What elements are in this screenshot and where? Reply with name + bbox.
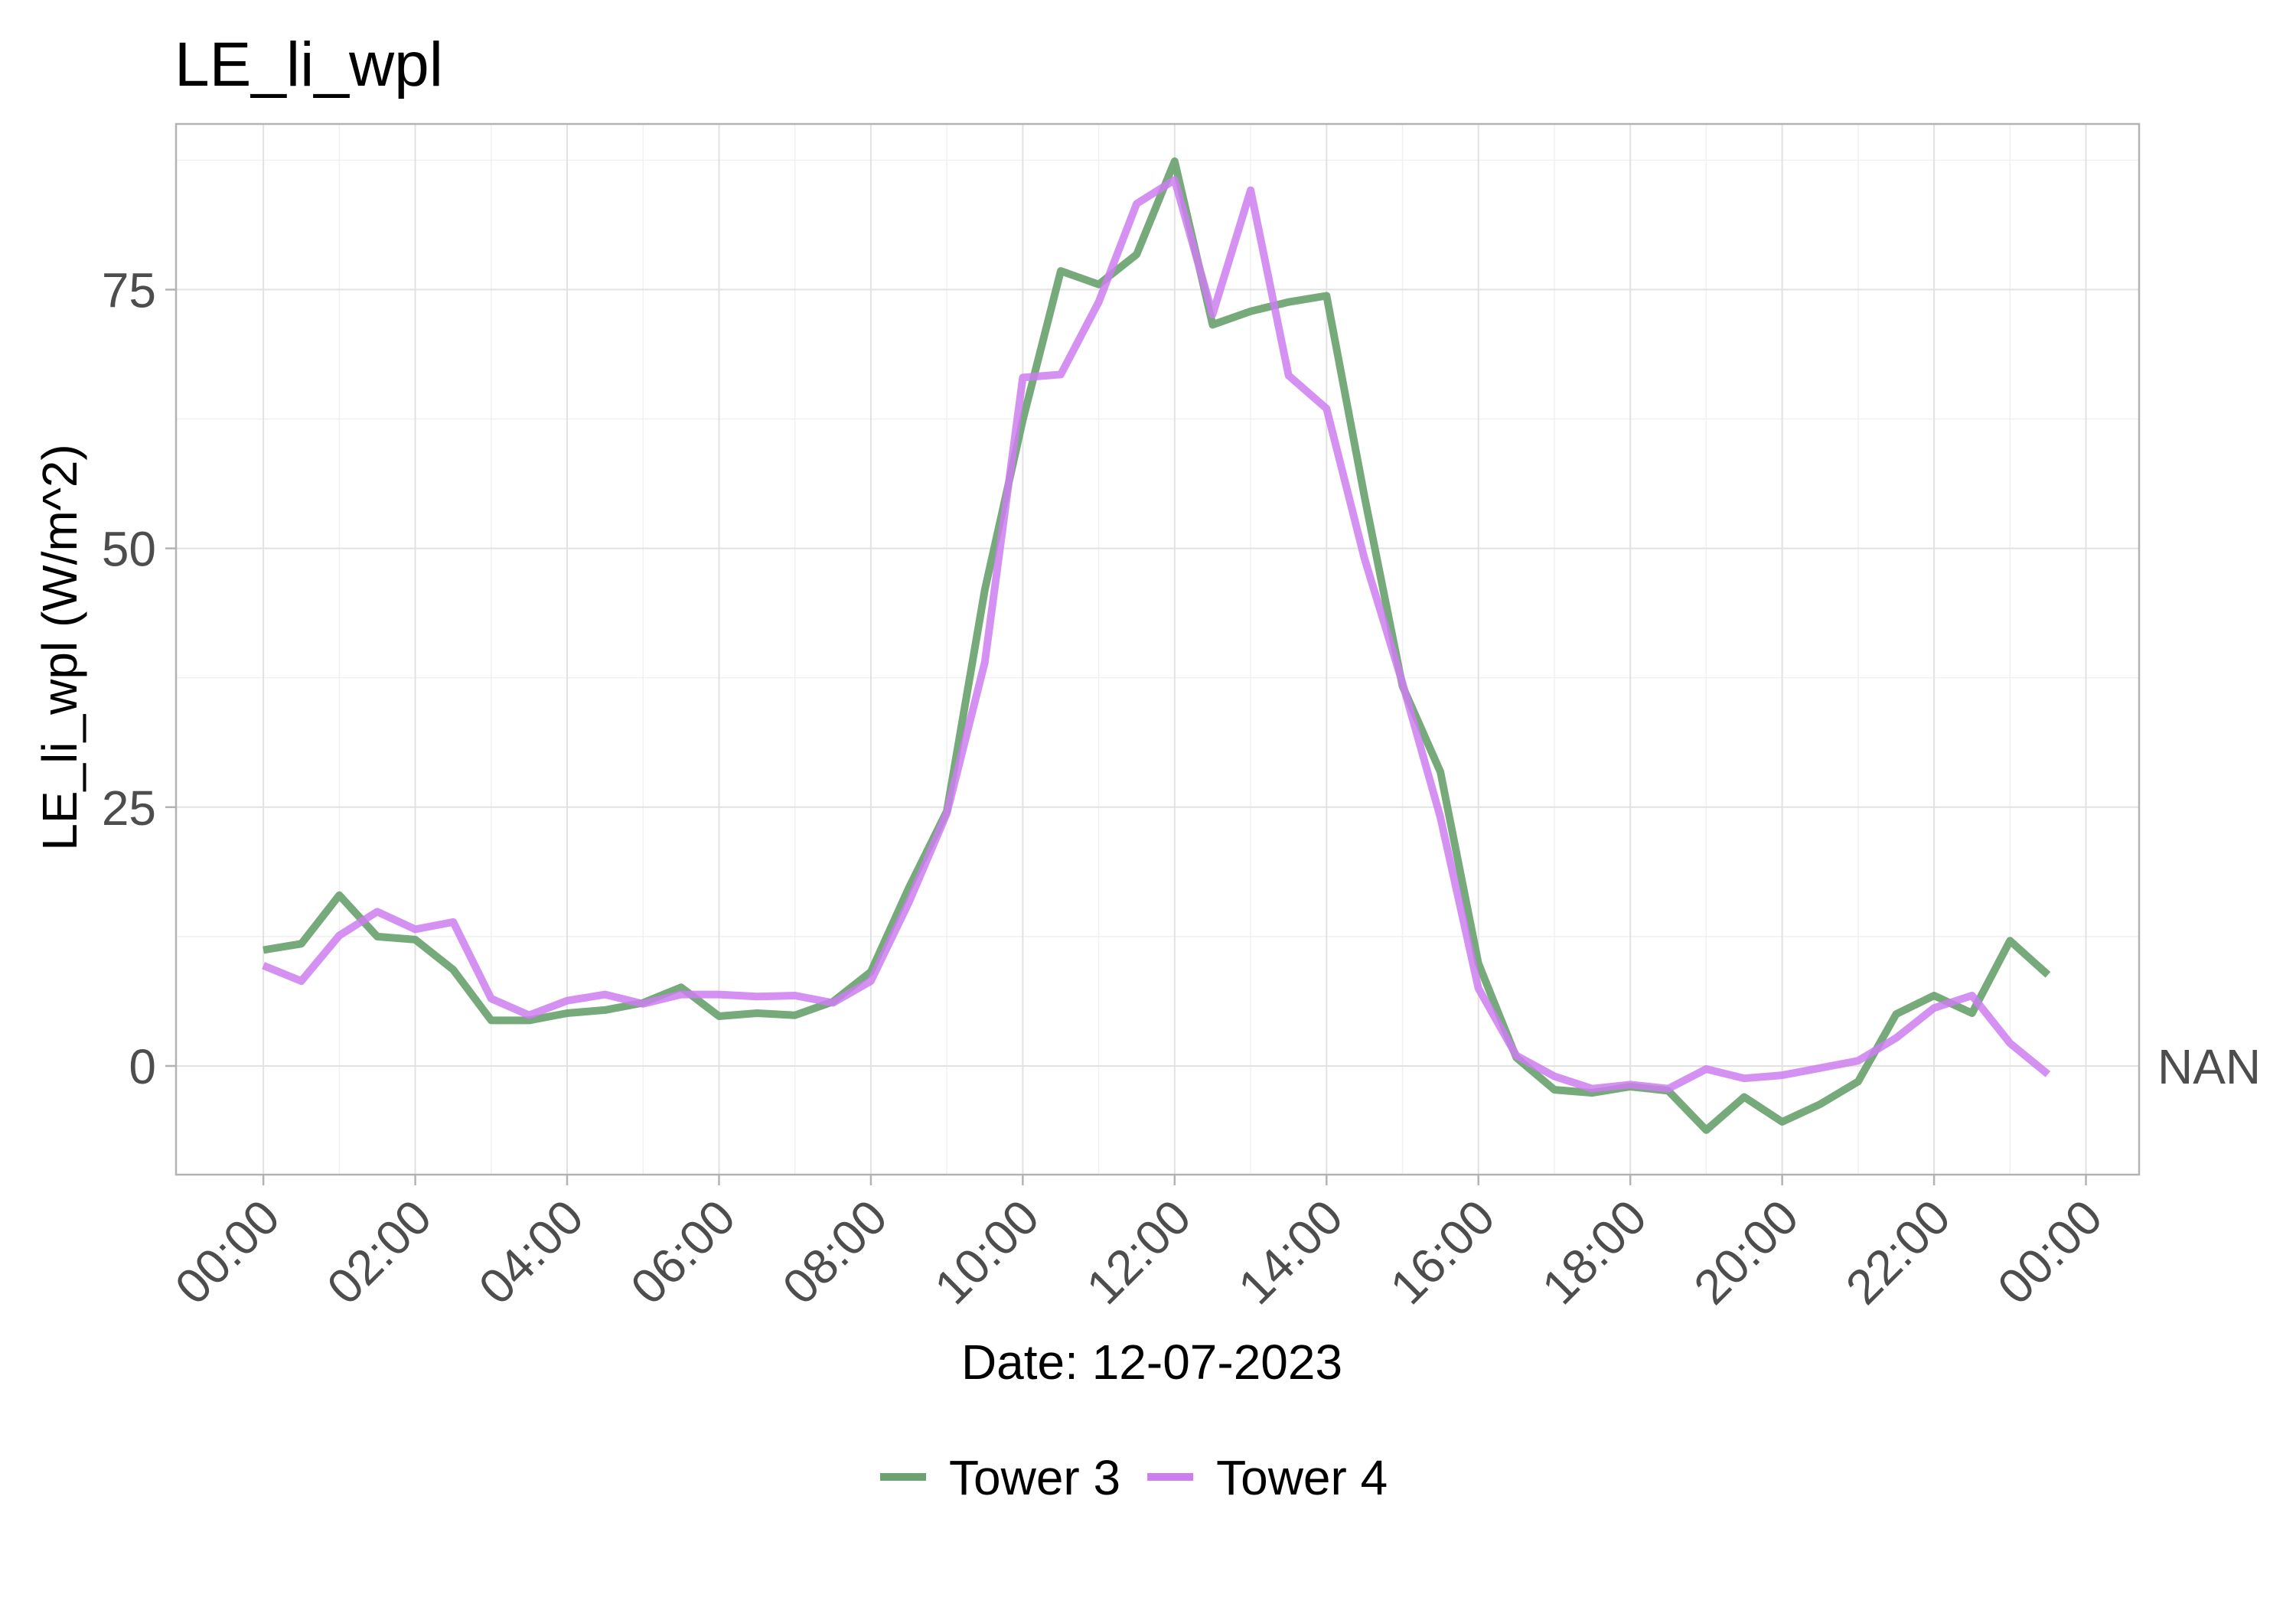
series-lines [262, 157, 2051, 1134]
x-tick-label: 18:00 [1531, 1189, 1657, 1315]
x-tick-label: 14:00 [1228, 1189, 1353, 1315]
x-tick-label: 10:00 [924, 1189, 1049, 1315]
x-tick-label: 20:00 [1683, 1189, 1808, 1315]
series-line-tower-3 [263, 157, 2051, 1134]
nan-label: NAN [2157, 1039, 2261, 1094]
major-gridlines [176, 124, 2139, 1175]
legend: Tower 3 Tower 4 [880, 1450, 1388, 1505]
chart-title: LE_li_wpl [174, 30, 443, 99]
x-tick-label: 16:00 [1379, 1189, 1505, 1315]
x-tick-label: 06:00 [620, 1189, 745, 1315]
x-tick-label: 00:00 [1987, 1189, 2112, 1315]
x-axis-title: Date: 12-07-2023 [961, 1335, 1342, 1390]
x-tick-label: 22:00 [1835, 1189, 1961, 1315]
y-tick-label: 50 [102, 522, 156, 577]
y-tick-label: 75 [102, 262, 156, 318]
y-axis-ticks: 0 25 50 75 [102, 262, 176, 1094]
minor-gridlines [176, 124, 2139, 1175]
x-tick-label: 02:00 [316, 1189, 442, 1315]
x-tick-label: 12:00 [1076, 1189, 1202, 1315]
legend-label-tower-4: Tower 4 [1216, 1450, 1388, 1505]
x-tick-label: 00:00 [165, 1189, 290, 1315]
y-axis-title: LE_li_wpl (W/m^2) [32, 444, 87, 850]
plot-panel-border [174, 122, 2141, 1176]
series-line-tower-4 [262, 176, 2051, 1093]
x-tick-label: 08:00 [772, 1189, 898, 1315]
x-axis-ticks: 00:00 02:00 04:00 06:00 08:00 10:00 12:00 14:00… [165, 1175, 2112, 1315]
y-tick-label: 25 [102, 781, 156, 836]
x-tick-label: 04:00 [468, 1189, 594, 1315]
y-tick-label: 0 [129, 1039, 156, 1094]
legend-label-tower-3: Tower 3 [949, 1450, 1120, 1505]
